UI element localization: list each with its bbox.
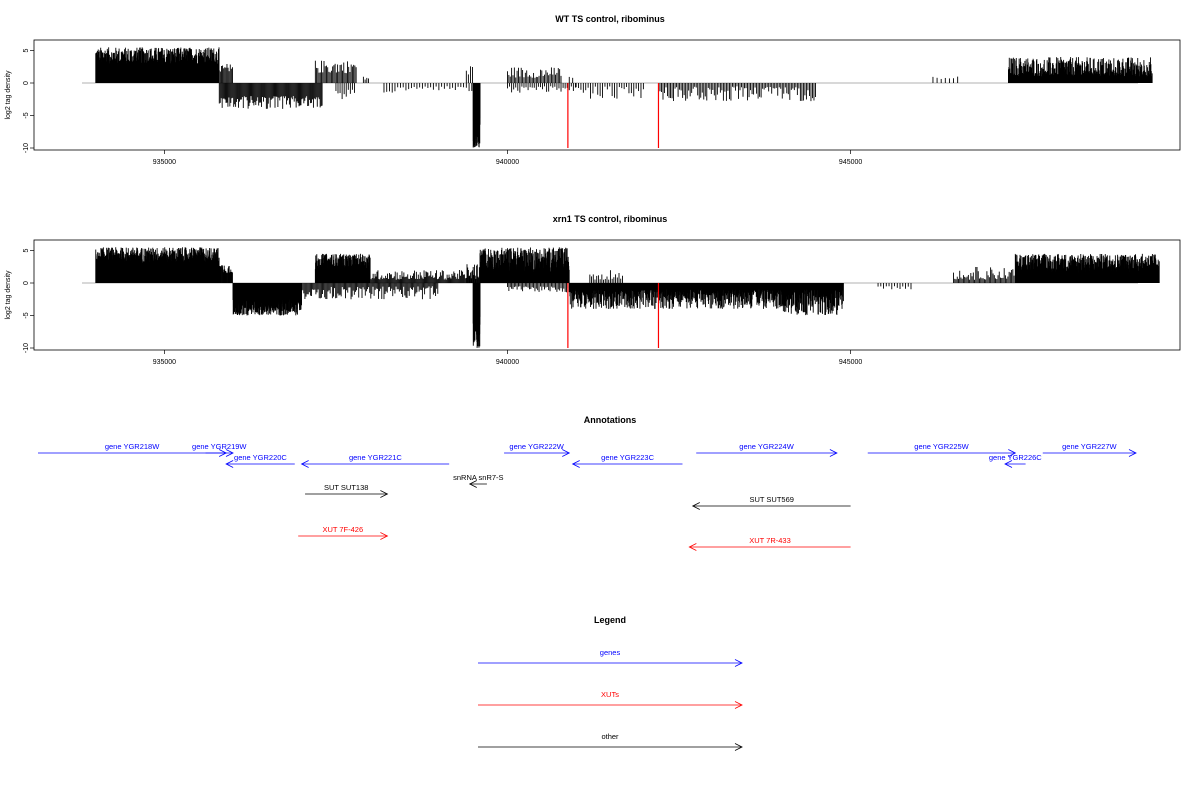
annotation-arrowhead	[691, 502, 700, 510]
panel-xrn1-title: xrn1 TS control, ribominus	[553, 214, 668, 224]
annotation-feature: snRNA snR7-S	[453, 473, 504, 488]
y-tick-label: -10	[23, 143, 30, 153]
annotation-arrowhead	[562, 449, 571, 457]
annotation-feature: gene YGR219W	[192, 442, 247, 457]
annotation-arrowhead	[225, 460, 234, 468]
panel-wt-frame	[33, 39, 1181, 151]
x-tick-label: 935000	[153, 159, 176, 166]
annotation-label: XUT 7F-426	[322, 525, 363, 534]
annotation-arrowhead	[1008, 449, 1017, 457]
annotation-label: SUT SUT138	[324, 483, 368, 492]
y-tick-label: -5	[23, 112, 30, 118]
annotation-arrowhead	[1004, 460, 1013, 468]
annotations-title: Annotations	[584, 415, 637, 425]
panel-xrn1-ylabel: log2 tag density	[5, 270, 12, 320]
panel-wt: WT TS control, ribominus log2 tag densit…	[5, 14, 1181, 166]
y-tick-label: 5	[23, 48, 30, 52]
annotation-arrowhead	[571, 460, 580, 468]
annotation-arrowhead	[225, 449, 234, 457]
annotation-arrowhead	[1128, 449, 1137, 457]
annotation-label: gene YGR224W	[739, 442, 794, 451]
annotation-label: gene YGR227W	[1062, 442, 1117, 451]
annotation-arrowhead	[300, 460, 309, 468]
panel-xrn1: xrn1 TS control, ribominus log2 tag dens…	[5, 214, 1181, 366]
panel-wt-bars	[82, 47, 1153, 148]
panel-xrn1-bars	[82, 247, 1160, 348]
annotation-feature: XUT 7R-433	[688, 536, 851, 551]
annotations-panel: Annotations gene YGR218W gene YGR219Wgene…	[38, 415, 1137, 551]
annotation-feature: SUT SUT138	[305, 483, 389, 498]
annotation-arrowhead	[688, 543, 697, 551]
y-tick-label: 0	[23, 281, 30, 285]
panel-xrn1-axes: 5 0 -5 -10 935000 940000 945000	[23, 248, 862, 366]
annotation-arrowhead	[468, 480, 477, 488]
annotation-label: gene YGR225W	[914, 442, 969, 451]
annotation-feature: gene YGR226C	[989, 453, 1042, 468]
annotation-arrowhead	[380, 532, 389, 540]
annotation-label: XUT 7R-433	[749, 536, 791, 545]
annotation-arrowhead	[380, 490, 389, 498]
y-tick-label: 5	[23, 248, 30, 252]
y-tick-label: -5	[23, 312, 30, 318]
annotation-feature: XUT 7F-426	[298, 525, 389, 540]
annotation-label: gene YGR223C	[601, 453, 654, 462]
annotation-feature: gene YGR227W	[1042, 442, 1137, 457]
annotation-label: gene YGR221C	[349, 453, 402, 462]
annotation-arrowhead	[829, 449, 838, 457]
x-tick-label: 935000	[153, 359, 176, 366]
annotation-feature: gene YGR223C	[571, 453, 683, 468]
panel-wt-ylabel: log2 tag density	[5, 70, 12, 120]
annotation-feature: gene YGR222W	[504, 442, 571, 457]
annotation-feature: SUT SUT569	[691, 495, 851, 510]
annotation-label: snRNA snR7-S	[453, 473, 503, 482]
x-tick-label: 940000	[496, 159, 519, 166]
annotation-label: gene YGR226C	[989, 453, 1042, 462]
x-tick-label: 945000	[839, 359, 862, 366]
annotation-feature: gene YGR221C	[300, 453, 450, 468]
x-tick-label: 940000	[496, 359, 519, 366]
annotation-feature: gene YGR224W	[696, 442, 838, 457]
annotation-label: gene YGR222W	[509, 442, 564, 451]
annotation-label: gene YGR218W	[105, 442, 160, 451]
y-tick-label: -10	[23, 343, 30, 353]
panel-wt-axes: 5 0 -5 -10 935000 940000 945000	[23, 48, 862, 166]
y-tick-label: 0	[23, 81, 30, 85]
annotation-feature: gene YGR225W	[867, 442, 1017, 457]
annotation-feature: gene YGR220C	[225, 453, 295, 468]
annotation-label: gene YGR219W	[192, 442, 247, 451]
panel-wt-title: WT TS control, ribominus	[555, 14, 665, 24]
annotation-features: gene YGR218W gene YGR219W gene YGR220C gene…	[38, 442, 1137, 551]
panel-xrn1-frame	[33, 239, 1181, 351]
annotation-label: SUT SUT569	[749, 495, 793, 504]
annotation-label: gene YGR220C	[234, 453, 287, 462]
x-tick-label: 945000	[839, 159, 862, 166]
